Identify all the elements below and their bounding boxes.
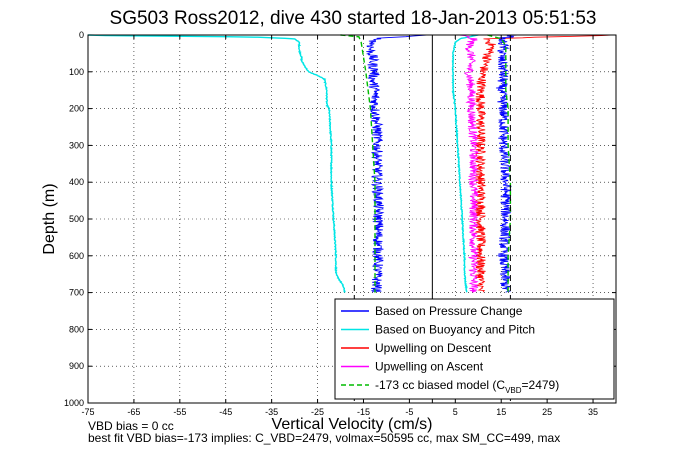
x-tick-label: 25: [542, 407, 552, 417]
x-tick-label: -75: [81, 407, 94, 417]
legend-entry: Upwelling on Descent: [375, 341, 492, 355]
legend-entry: Based on Buoyancy and Pitch: [375, 323, 535, 337]
series-line: [495, 34, 520, 293]
x-tick-label: 15: [496, 407, 506, 417]
x-tick-label: 5: [453, 407, 458, 417]
x-tick-label: -15: [357, 407, 370, 417]
vbd-bias-note: VBD bias = 0 cc: [88, 419, 174, 433]
y-tick-label: 500: [69, 214, 84, 224]
y-tick-label: 700: [69, 288, 84, 298]
x-ticks: -75 -65 -55 -45 -35 -25 -15 -5 5 15 25 35: [81, 35, 598, 417]
x-tick-label: -65: [127, 407, 140, 417]
y-tick-label: 1000: [64, 398, 84, 408]
y-ticks: 0 100 200 300 400 500 600 700 800 900 1000: [64, 30, 616, 408]
y-axis-label: Depth (m): [41, 183, 58, 254]
y-tick-label: 400: [69, 177, 84, 187]
y-tick-label: 100: [69, 67, 84, 77]
y-tick-label: 600: [69, 251, 84, 261]
y-tick-label: 800: [69, 324, 84, 334]
legend-entry: Based on Pressure Change: [375, 304, 523, 318]
x-tick-label: -55: [173, 407, 186, 417]
x-tick-label: -35: [265, 407, 278, 417]
x-axis-label: Vertical Velocity (cm/s): [272, 416, 433, 433]
series-line: [487, 34, 512, 293]
x-tick-label: 35: [588, 407, 598, 417]
x-tick-label: -5: [405, 407, 413, 417]
series-line: [451, 34, 479, 293]
y-tick-label: 900: [69, 361, 84, 371]
legend-box: [334, 298, 615, 400]
chart-title: SG503 Ross2012, dive 430 started 18-Jan-…: [110, 8, 597, 29]
legend: Based on Pressure Change Based on Buoyanc…: [334, 298, 615, 400]
y-tick-label: 0: [79, 30, 84, 40]
series-line: [458, 34, 480, 293]
x-tick-label: -45: [219, 407, 232, 417]
series-line: [340, 34, 376, 293]
series-line: [365, 34, 429, 293]
best-fit-note: best fit VBD bias=-173 implies: C_VBD=24…: [88, 431, 561, 445]
x-tick-label: -25: [311, 407, 324, 417]
y-tick-label: 200: [69, 104, 84, 114]
y-tick-label: 300: [69, 140, 84, 150]
series-line: [474, 34, 614, 293]
series-layer: [88, 34, 614, 293]
legend-entry: Upwelling on Ascent: [375, 360, 484, 374]
series-line: [88, 34, 346, 293]
